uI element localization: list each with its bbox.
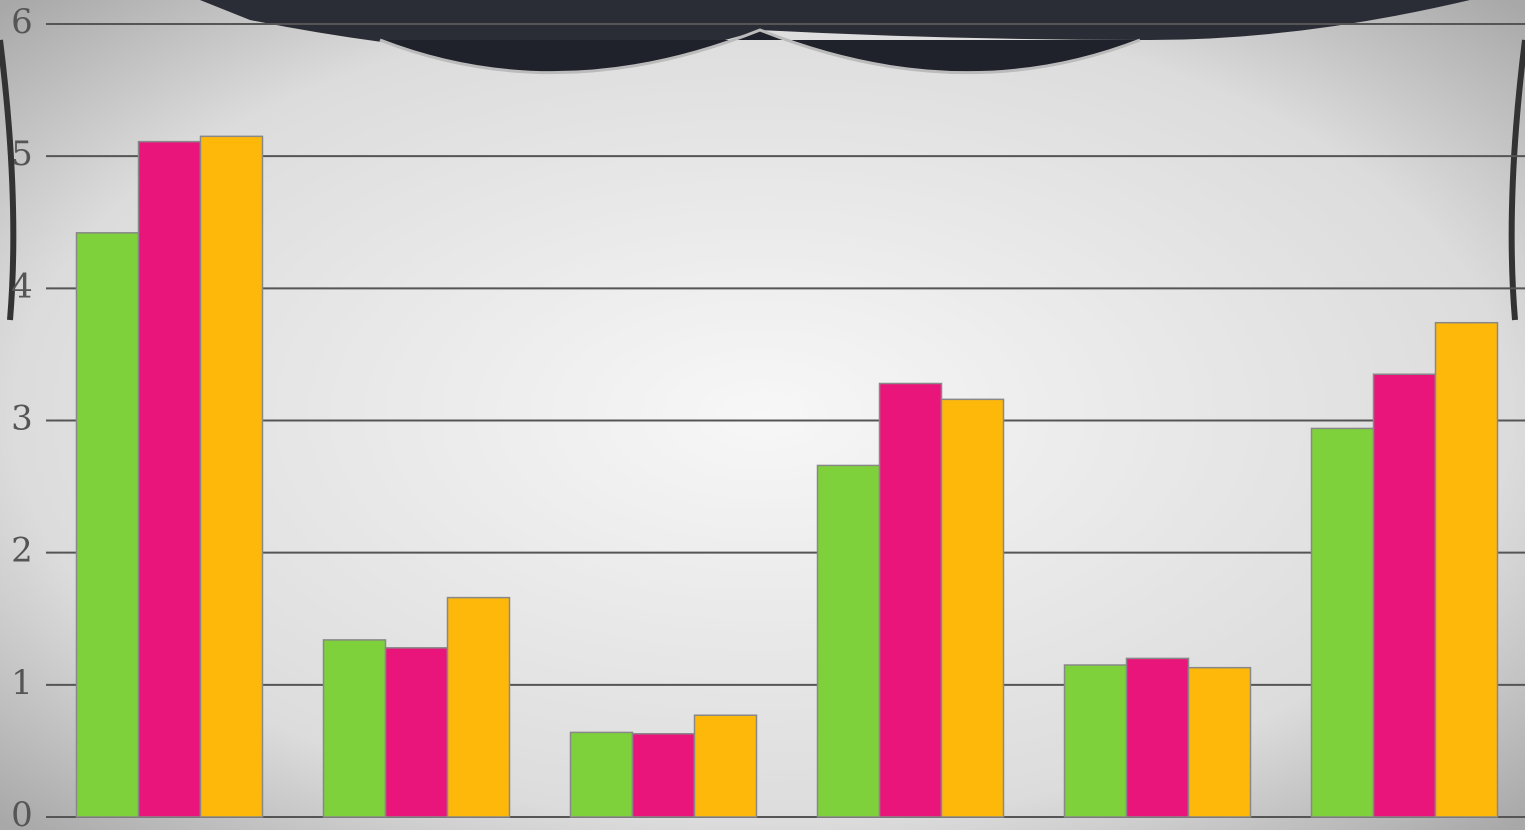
bar [631, 732, 696, 818]
bar [569, 731, 634, 818]
bar [137, 140, 202, 818]
bar [1310, 427, 1375, 818]
y-tick-label: 1 [11, 663, 33, 703]
bar [1434, 321, 1499, 818]
ornament-scallop [379, 28, 1141, 75]
bar [384, 647, 449, 818]
bar [816, 464, 881, 818]
bar [199, 135, 264, 818]
bar [878, 382, 943, 818]
bar [322, 639, 387, 818]
bar [1125, 657, 1190, 818]
y-tick-label: 0 [11, 795, 33, 830]
bar [1372, 373, 1437, 818]
bar [1187, 666, 1252, 818]
y-tick-label: 2 [11, 531, 33, 571]
y-tick-label: 3 [11, 399, 33, 439]
bar [940, 398, 1005, 818]
y-tick-label: 4 [11, 266, 33, 306]
bar [75, 232, 140, 818]
bar [693, 714, 758, 818]
y-tick-label: 6 [11, 2, 33, 42]
bar [1063, 664, 1128, 818]
y-tick-label: 5 [11, 134, 33, 174]
bar [446, 596, 511, 818]
